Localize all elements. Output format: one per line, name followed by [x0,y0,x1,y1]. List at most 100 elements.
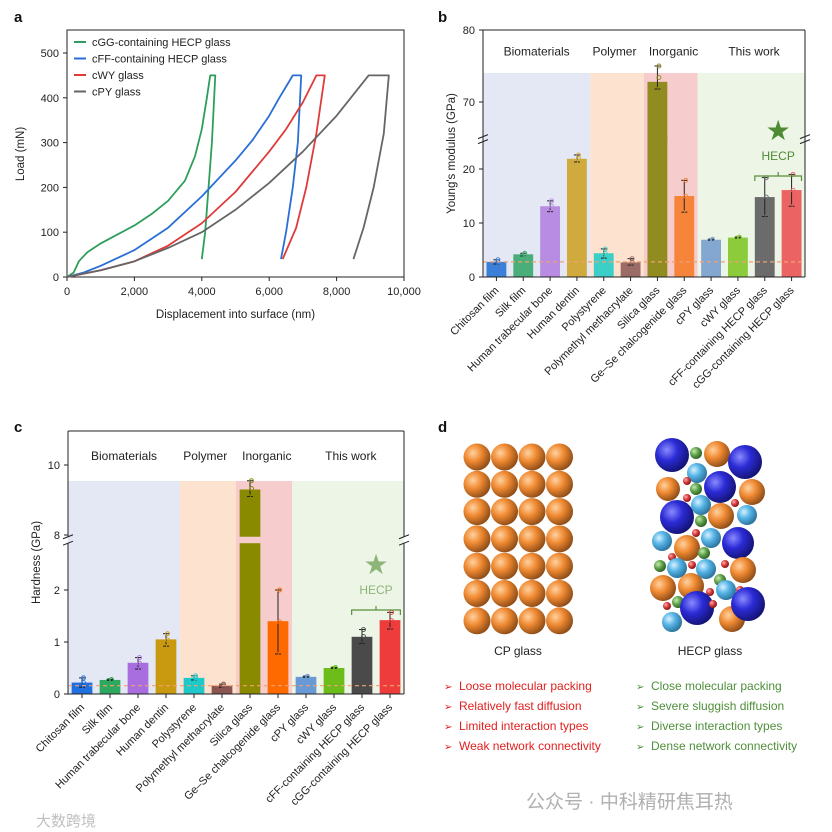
data-point [249,486,254,492]
hecp-red-sphere [731,499,739,507]
hecp-blue-sphere [660,500,694,534]
hecp-orange-sphere [656,477,680,501]
data-point [302,674,307,680]
legend-entry: cFF-containing HECP glass [92,54,227,66]
axis-break-mark [62,534,74,540]
data-point [249,478,254,484]
y-tick-label: 300 [41,138,59,150]
data-point [165,631,170,637]
bar-lower-segment [239,543,261,694]
panel-d-schematic: CP glass HECP glass ➢ Loose molecular packi… [444,438,797,753]
hecp-blue-sphere [704,471,736,503]
data-point [137,655,142,661]
bullet-arrow-icon: ➢ [636,682,644,693]
cp-sphere [491,607,518,635]
panel-label-a: a [14,9,23,26]
hecp-cyan-sphere [652,531,672,551]
hecp-red-sphere [688,561,696,569]
data-point [629,256,635,262]
hecp-green-sphere [690,483,702,495]
cp-sphere [463,525,491,553]
x-tick-label: 0 [64,286,70,298]
cp-sphere [518,443,546,471]
bullet-arrow-icon: ➢ [444,722,452,733]
cp-sphere [518,580,546,607]
hecp-blue-sphere [731,587,765,621]
data-point [683,193,689,199]
hecp-property: Severe sluggish diffusion [651,699,784,713]
hecp-red-sphere [683,477,691,485]
data-point [710,237,716,243]
cp-sphere [491,498,518,526]
hecp-cyan-sphere [662,612,682,632]
hecp-cyan-sphere [696,559,716,579]
axis-break-mark [799,134,811,140]
hecp-blue-sphere [728,445,762,479]
hecp-cyan-sphere [716,580,736,600]
y-tick-label: 400 [41,93,59,105]
data-point [389,618,394,624]
hecp-orange-sphere [674,535,700,561]
hecp-property: Dense network connectivity [651,739,797,753]
axis-break-mark [799,139,811,145]
data-point [546,209,552,215]
cp-glass-title: CP glass [494,644,542,658]
cp-sphere [546,525,573,553]
bar-lower-segment [647,136,668,277]
x-axis-label: Displacement into surface (nm) [156,309,315,321]
cp-sphere [491,470,518,498]
data-point [572,159,578,165]
watermark-left: 大数跨境 [36,812,96,830]
bar [211,685,233,694]
group-label: Biomaterials [91,449,157,463]
y-tick-label: 0 [54,689,60,701]
star-icon: ★ [766,115,791,146]
cp-sphere [518,470,546,498]
data-point [575,156,581,161]
hecp-orange-sphere [704,441,730,467]
cp-sphere [463,498,491,526]
y-tick-label: 8 [54,530,60,542]
bar-upper-segment [239,489,261,537]
cp-sphere [546,498,573,526]
hecp-red-sphere [721,560,729,568]
hecp-orange-sphere [730,557,756,583]
data-point [599,255,605,261]
cp-sphere [518,552,546,580]
hecp-red-sphere [706,588,714,596]
data-point [134,666,139,672]
data-point [218,684,223,690]
group-band [590,73,644,277]
axis-break-mark [62,540,74,546]
data-point [81,680,86,686]
group-label: Inorganic [242,449,291,463]
data-point [760,214,766,219]
data-point [680,209,686,215]
panel-c-hardness-chart: Biomaterials Polymer Inorganic This workChi… [31,430,410,808]
bar [701,239,722,277]
bullet-arrow-icon: ➢ [636,702,644,713]
bar [674,196,695,277]
hecp-green-sphere [698,547,710,559]
data-point [653,86,659,92]
y-tick-label: 100 [41,227,59,239]
hecp-blue-sphere [722,527,754,559]
data-point [656,63,662,69]
x-tick-label: 4,000 [188,286,216,298]
data-point [361,627,366,632]
data-point [656,75,662,80]
hecp-cyan-sphere [667,558,687,578]
y-tick-label: 0 [53,272,59,284]
y-axis-label: Hardness (GPa) [31,521,43,604]
bullet-arrow-icon: ➢ [444,702,452,713]
group-label: Polymer [183,449,227,463]
y-tick-label: 1 [54,637,60,649]
data-point [790,187,796,193]
bullet-arrow-icon: ➢ [636,742,644,753]
data-point [193,673,198,679]
x-tick-label: 8,000 [323,286,351,298]
series-line-1 [66,74,303,278]
bar [513,254,534,277]
hecp-red-sphere [683,494,691,502]
